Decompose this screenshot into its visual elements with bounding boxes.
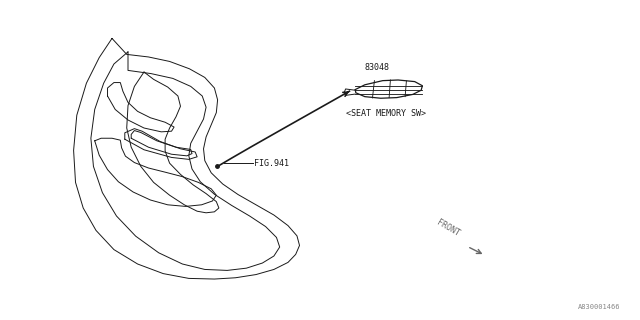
Text: FRONT: FRONT: [435, 218, 461, 238]
Text: <SEAT MEMORY SW>: <SEAT MEMORY SW>: [346, 109, 426, 118]
Text: A830001466: A830001466: [579, 304, 621, 310]
Text: 83048: 83048: [365, 63, 390, 72]
Text: FIG.941: FIG.941: [254, 159, 289, 168]
